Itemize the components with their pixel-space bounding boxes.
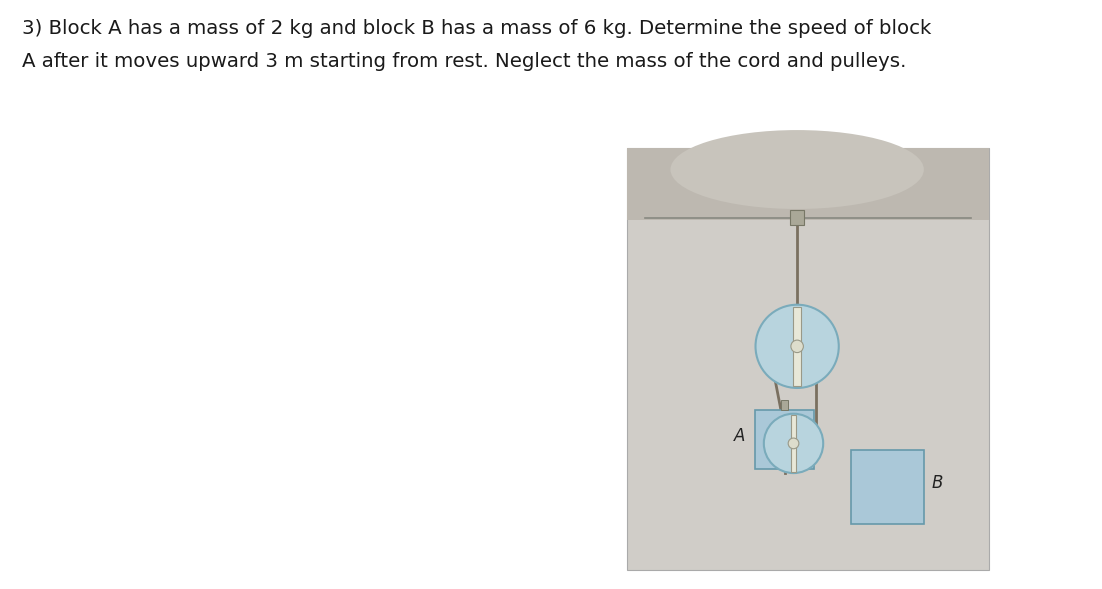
Ellipse shape	[670, 130, 923, 209]
Circle shape	[764, 413, 823, 473]
Bar	[790, 210, 804, 226]
Text: B: B	[931, 474, 942, 492]
Bar	[627, 148, 988, 570]
Bar	[852, 450, 923, 524]
Bar	[790, 415, 797, 472]
Bar	[781, 401, 788, 409]
Circle shape	[791, 340, 803, 353]
Bar	[812, 441, 819, 450]
Circle shape	[788, 438, 799, 449]
Bar	[755, 409, 814, 469]
Circle shape	[756, 305, 839, 388]
Text: A: A	[734, 427, 746, 445]
Text: A after it moves upward 3 m starting from rest. Neglect the mass of the cord and: A after it moves upward 3 m starting fro…	[22, 52, 906, 71]
Bar	[627, 148, 988, 220]
Text: 3) Block A has a mass of 2 kg and block B has a mass of 6 kg. Determine the spee: 3) Block A has a mass of 2 kg and block …	[22, 19, 931, 38]
Bar	[793, 307, 801, 386]
